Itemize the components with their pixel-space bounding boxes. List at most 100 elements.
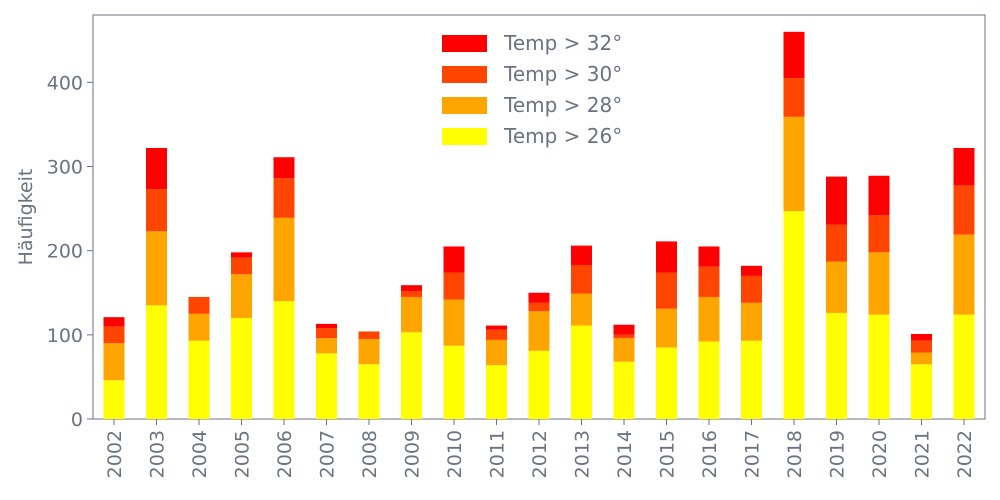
bar-2004-series-2 (188, 296, 210, 314)
legend-swatch (442, 97, 487, 114)
x-tick-label: 2019 (827, 430, 849, 478)
bar-2022-series-0 (953, 314, 975, 419)
bar-2008-series-0 (358, 364, 380, 419)
bar-2020-series-3 (868, 175, 890, 216)
bar-2004-series-1 (188, 313, 210, 341)
bar-2009-series-1 (401, 296, 422, 333)
legend: Temp > 32° Temp > 30° Temp > 28° Temp > 26° (442, 31, 622, 148)
bar-2018-series-3 (783, 31, 805, 79)
bar-2007-series-3 (316, 323, 337, 329)
bar-2018-series-0 (783, 211, 805, 419)
bar-2022-series-1 (953, 234, 975, 315)
bar-2021-series-3 (911, 333, 932, 341)
bar-2007-series-2 (316, 328, 337, 339)
bar-2013-series-0 (571, 325, 592, 419)
bar-2009-series-3 (401, 285, 422, 292)
bar-2018-series-2 (783, 78, 805, 117)
x-tick-label: 2002 (104, 430, 126, 478)
bar-2010-series-2 (443, 272, 465, 300)
bar-2015-series-3 (656, 241, 677, 273)
bar-2008-series-2 (358, 331, 380, 340)
bar-2014-series-1 (613, 338, 635, 362)
bar-2021-series-0 (911, 364, 932, 419)
legend-label: Temp > 28° (503, 93, 622, 117)
bar-2021-series-2 (911, 340, 932, 353)
y-tick-label: 100 (47, 325, 83, 347)
bar-2010-series-3 (443, 246, 465, 273)
legend-label: Temp > 30° (503, 62, 622, 86)
bar-2017-series-1 (741, 302, 762, 341)
x-tick-label: 2020 (869, 430, 891, 478)
bar-2005-series-2 (231, 257, 252, 275)
bar-2012-series-2 (528, 302, 550, 312)
bar-2003-series-3 (146, 147, 167, 190)
x-tick-label: 2013 (572, 430, 594, 478)
x-tick-label: 2005 (232, 430, 254, 478)
bar-2011-series-0 (486, 365, 507, 419)
bar-2014-series-3 (613, 324, 635, 335)
bar-2002-series-2 (103, 326, 125, 344)
bar-2003-series-2 (146, 189, 167, 232)
legend-label: Temp > 26° (503, 124, 622, 148)
bar-2020-series-0 (868, 314, 890, 419)
x-tick-label: 2008 (359, 430, 381, 478)
x-tick-label: 2022 (954, 430, 976, 478)
bar-2015-series-1 (656, 308, 677, 348)
bar-2012-series-1 (528, 311, 550, 351)
bar-2012-series-0 (528, 350, 550, 419)
bar-2021-series-1 (911, 352, 932, 365)
legend-swatch (442, 66, 487, 83)
y-tick-label: 300 (47, 157, 83, 179)
bar-2007-series-0 (316, 353, 337, 419)
bar-2005-series-0 (231, 318, 252, 419)
x-tick-label: 2009 (402, 430, 424, 478)
bar-2022-series-2 (953, 185, 975, 235)
bar-2013-series-2 (571, 264, 592, 294)
bar-2006-series-3 (273, 157, 295, 179)
x-tick-label: 2007 (317, 430, 339, 478)
bar-2004-series-0 (188, 340, 210, 419)
x-tick-label: 2011 (487, 430, 509, 478)
bar-2005-series-3 (231, 252, 252, 258)
bar-2002-series-3 (103, 317, 125, 327)
y-tick-label: 400 (47, 72, 83, 94)
bar-2003-series-0 (146, 305, 167, 420)
bars-group (103, 31, 975, 420)
bar-2011-series-3 (486, 325, 507, 330)
legend-swatch (442, 35, 487, 52)
bar-2017-series-0 (741, 340, 762, 419)
x-tick-label: 2016 (699, 430, 721, 478)
bar-2013-series-1 (571, 293, 592, 326)
bar-2011-series-2 (486, 329, 507, 340)
bar-2002-series-1 (103, 343, 125, 381)
bar-2011-series-1 (486, 339, 507, 366)
x-tick-label: 2006 (274, 430, 296, 478)
x-tick-label: 2010 (444, 430, 466, 478)
bar-2017-series-3 (741, 265, 762, 276)
bar-2019-series-1 (826, 261, 847, 313)
bar-2008-series-1 (358, 339, 380, 365)
x-tick-label: 2017 (742, 430, 764, 478)
x-tick-label: 2012 (529, 430, 551, 478)
bar-2019-series-3 (826, 176, 847, 225)
bar-2015-series-0 (656, 347, 677, 419)
bar-2015-series-2 (656, 272, 677, 309)
legend-swatch (442, 128, 487, 145)
bar-2016-series-0 (698, 341, 720, 419)
bar-2019-series-0 (826, 312, 847, 419)
bar-2013-series-3 (571, 245, 592, 265)
y-axis-label: Häufigkeit (15, 169, 37, 266)
bar-2014-series-2 (613, 334, 635, 339)
bar-2010-series-0 (443, 345, 465, 419)
x-tick-label: 2021 (912, 430, 934, 478)
bar-2006-series-1 (273, 217, 295, 302)
x-tick-label: 2015 (657, 430, 679, 478)
bar-2006-series-2 (273, 178, 295, 218)
bar-2016-series-3 (698, 246, 720, 267)
y-tick-label: 200 (47, 241, 83, 263)
y-tick-label: 0 (71, 409, 83, 431)
y-axis: 0 100 200 300 400 (47, 72, 93, 431)
bar-2016-series-2 (698, 266, 720, 297)
bar-2019-series-2 (826, 224, 847, 262)
